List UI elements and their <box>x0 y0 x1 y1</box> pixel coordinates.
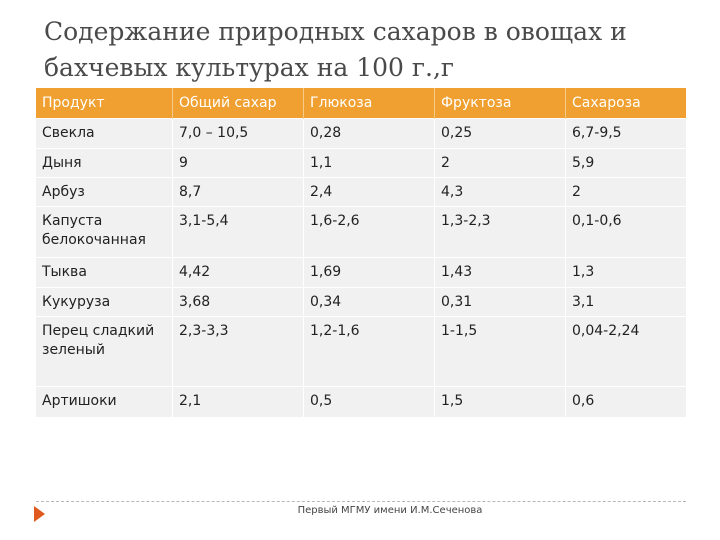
header-fructose: Фруктоза <box>434 88 566 119</box>
cell-product: Артишоки <box>36 386 173 417</box>
cell-total-sugar: 2,1 <box>172 386 304 417</box>
header-glucose: Глюкоза <box>303 88 435 119</box>
cell-total-sugar: 3,68 <box>172 287 304 317</box>
cell-fructose: 1,43 <box>434 257 566 288</box>
cell-glucose: 0,28 <box>303 118 435 149</box>
cell-product: Дыня <box>36 148 173 178</box>
cell-total-sugar: 8,7 <box>172 177 304 207</box>
table-row: Тыква 4,42 1,69 1,43 1,3 <box>36 257 686 288</box>
table-row: Артишоки 2,1 0,5 1,5 0,6 <box>36 386 686 417</box>
cell-fructose: 1-1,5 <box>434 316 566 387</box>
cell-product: Кукуруза <box>36 287 173 317</box>
header-total-sugar: Общий сахар <box>172 88 304 119</box>
cell-total-sugar: 4,42 <box>172 257 304 288</box>
table-row: Дыня 9 1,1 2 5,9 <box>36 148 686 178</box>
cell-glucose: 1,1 <box>303 148 435 178</box>
cell-glucose: 1,2-1,6 <box>303 316 435 387</box>
cell-fructose: 2 <box>434 148 566 178</box>
cell-fructose: 1,5 <box>434 386 566 417</box>
cell-total-sugar: 2,3-3,3 <box>172 316 304 387</box>
cell-product: Капуста белокочанная <box>36 206 173 258</box>
footer-divider <box>36 501 686 502</box>
cell-sucrose: 0,6 <box>565 386 686 417</box>
header-product: Продукт <box>36 88 173 119</box>
cell-glucose: 1,6-2,6 <box>303 206 435 258</box>
cell-product: Перец сладкий зеленый <box>36 316 173 387</box>
cell-fructose: 4,3 <box>434 177 566 207</box>
slide-title: Содержание природных сахаров в овощах и … <box>44 17 627 82</box>
table-row: Перец сладкий зеленый 2,3-3,3 1,2-1,6 1-… <box>36 316 686 387</box>
cell-fructose: 0,31 <box>434 287 566 317</box>
footer-text: Первый МГМУ имени И.М.Сеченова <box>297 505 483 516</box>
cell-product: Арбуз <box>36 177 173 207</box>
cell-fructose: 1,3-2,3 <box>434 206 566 258</box>
cell-sucrose: 1,3 <box>565 257 686 288</box>
table-row: Капуста белокочанная 3,1-5,4 1,6-2,6 1,3… <box>36 206 686 258</box>
cell-sucrose: 0,1-0,6 <box>565 206 686 258</box>
cell-sucrose: 6,7-9,5 <box>565 118 686 149</box>
cell-glucose: 0,5 <box>303 386 435 417</box>
cell-fructose: 0,25 <box>434 118 566 149</box>
cell-sucrose: 0,04-2,24 <box>565 316 686 387</box>
cell-glucose: 1,69 <box>303 257 435 288</box>
cell-total-sugar: 7,0 – 10,5 <box>172 118 304 149</box>
cell-total-sugar: 3,1-5,4 <box>172 206 304 258</box>
cell-sucrose: 2 <box>565 177 686 207</box>
cell-sucrose: 3,1 <box>565 287 686 317</box>
cell-product: Свекла <box>36 118 173 149</box>
table-row: Арбуз 8,7 2,4 4,3 2 <box>36 177 686 207</box>
footer-arrow-icon <box>34 506 45 522</box>
cell-total-sugar: 9 <box>172 148 304 178</box>
table-header-row: Продукт Общий сахар Глюкоза Фруктоза Сах… <box>36 88 686 119</box>
header-sucrose: Сахароза <box>565 88 686 119</box>
cell-glucose: 2,4 <box>303 177 435 207</box>
table-row: Свекла 7,0 – 10,5 0,28 0,25 6,7-9,5 <box>36 118 686 149</box>
table-row: Кукуруза 3,68 0,34 0,31 3,1 <box>36 287 686 317</box>
sugar-content-table: Продукт Общий сахар Глюкоза Фруктоза Сах… <box>36 88 686 417</box>
cell-product: Тыква <box>36 257 173 288</box>
cell-glucose: 0,34 <box>303 287 435 317</box>
cell-sucrose: 5,9 <box>565 148 686 178</box>
